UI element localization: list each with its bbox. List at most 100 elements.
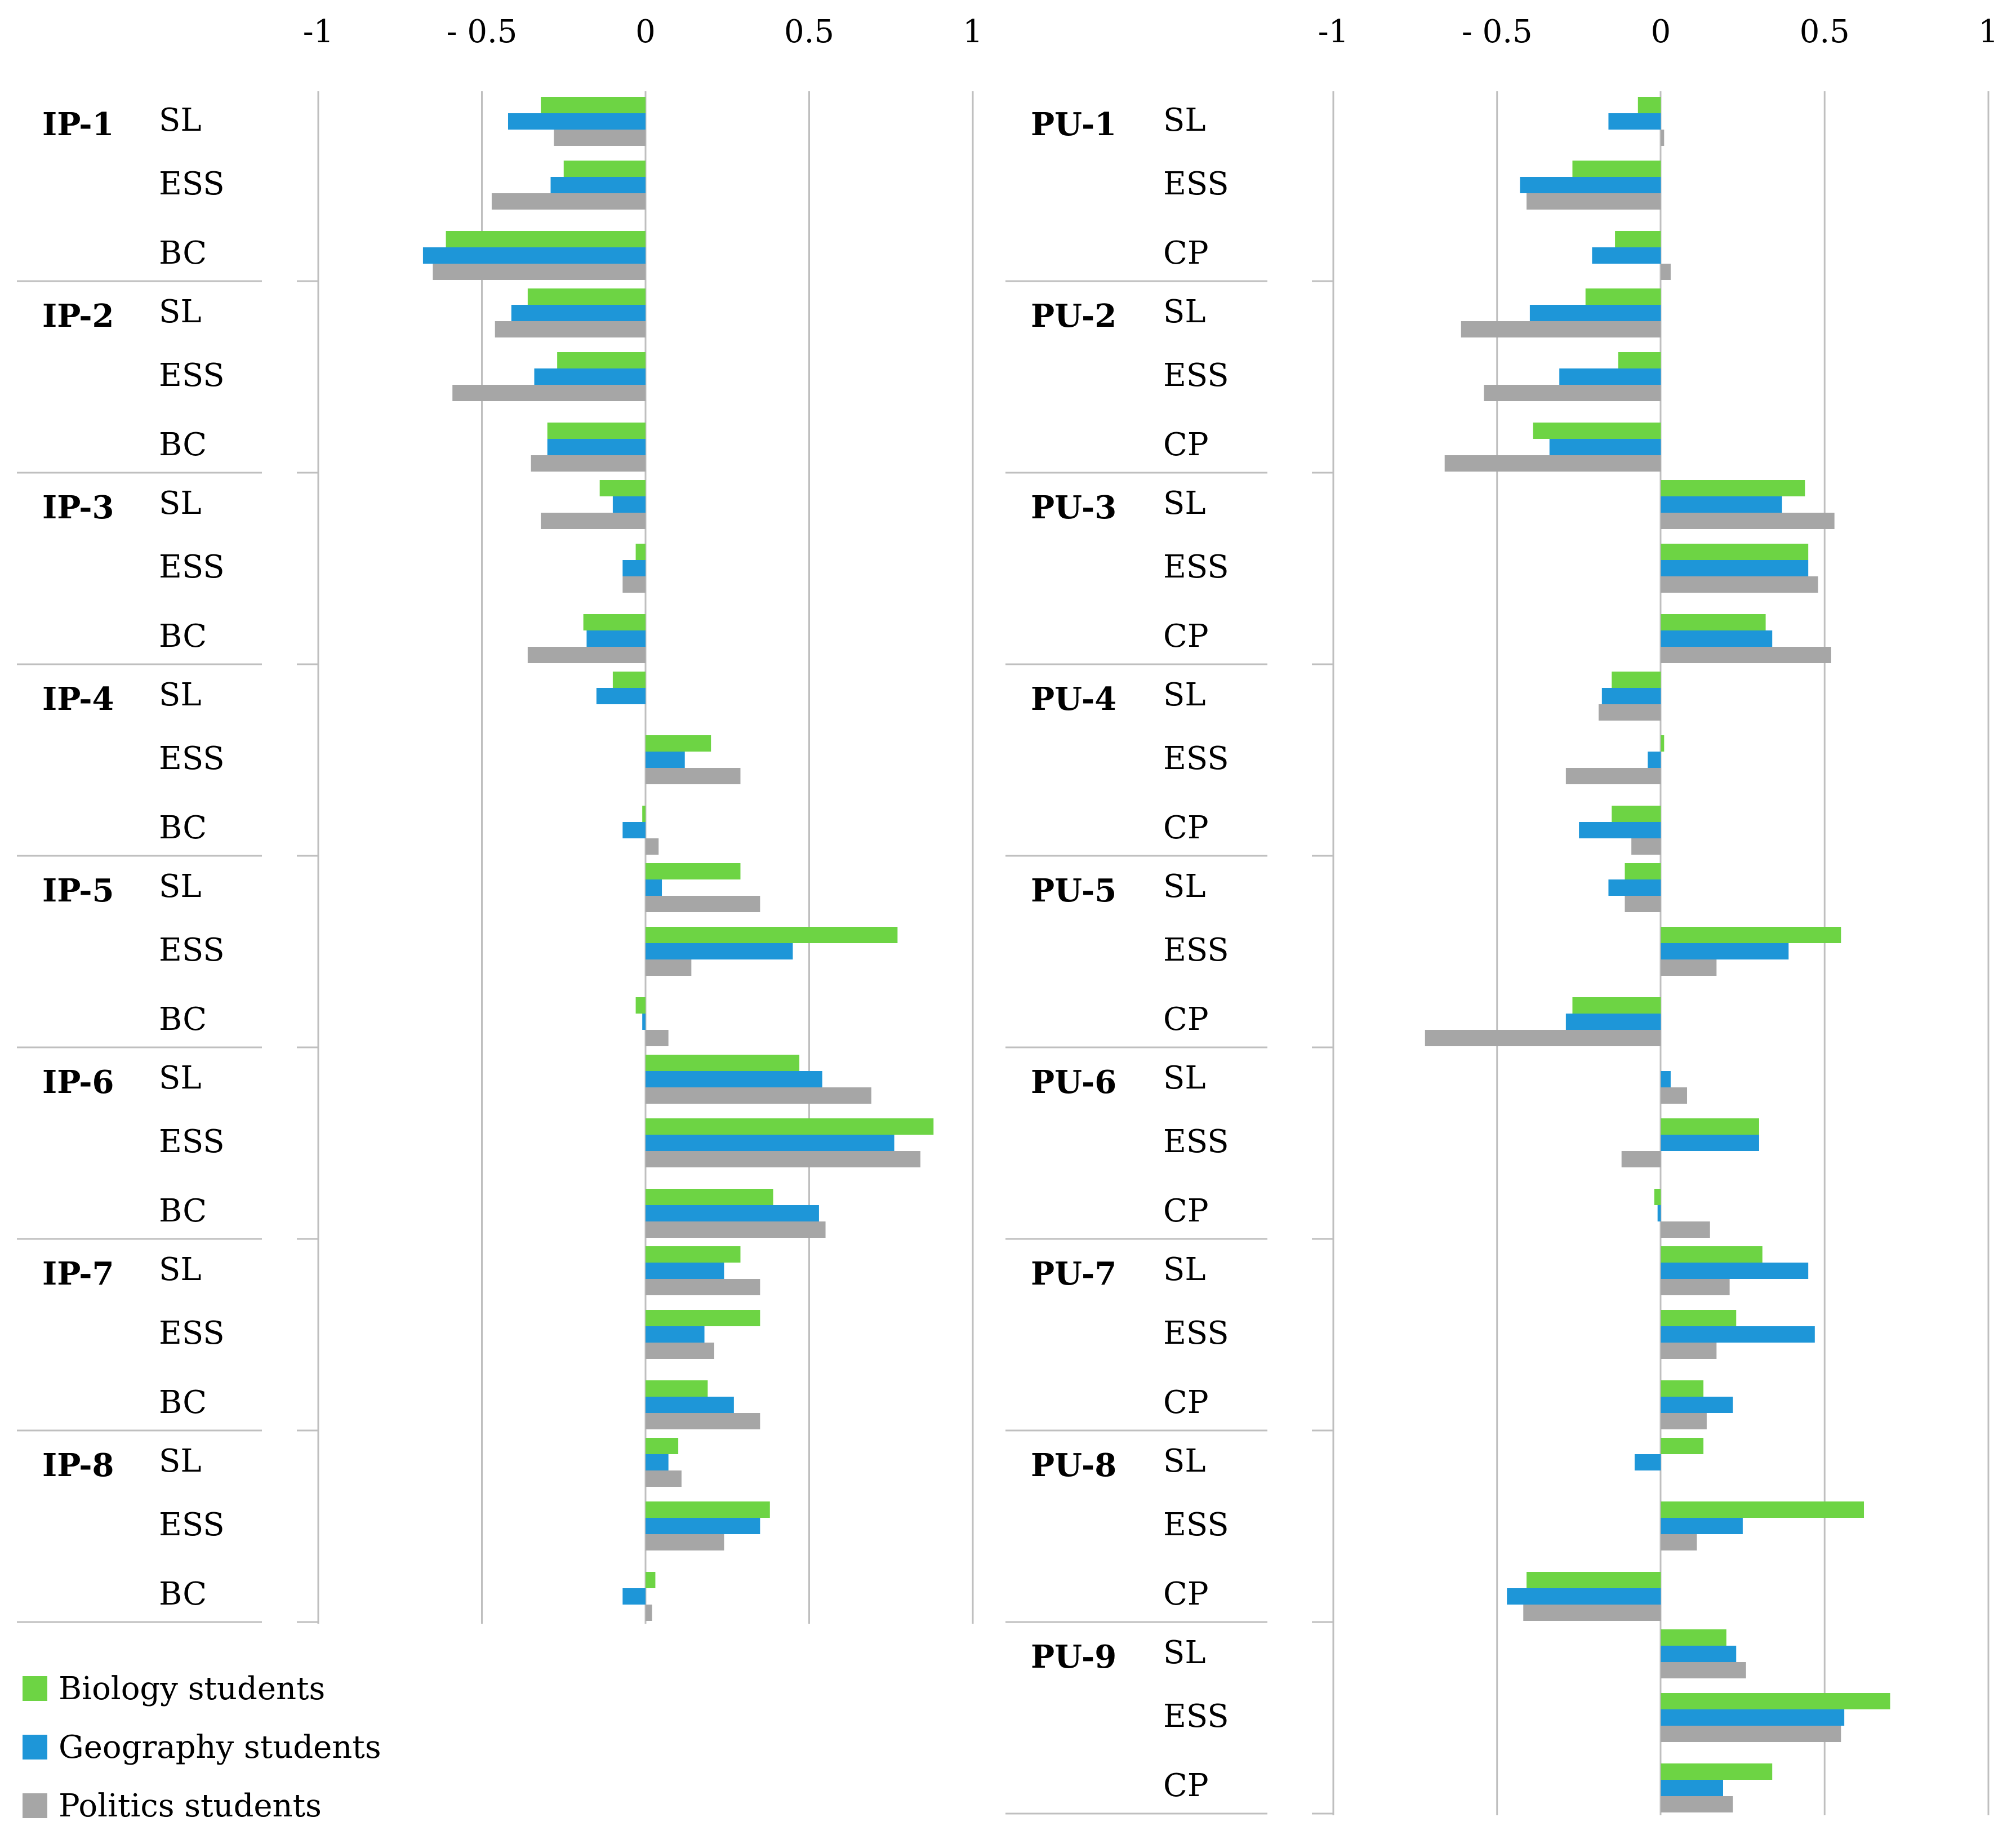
pu-tick-label-1: - 0.5 bbox=[1462, 14, 1533, 50]
bar-ip-5-sl-geography bbox=[646, 879, 662, 896]
bar-ip-5-sl-politics bbox=[646, 896, 760, 912]
bar-pu-5-cp-geography bbox=[1565, 1014, 1661, 1030]
item-label-pu-7-cp: CP bbox=[1163, 1384, 1209, 1421]
pu-tick-label-2: 0 bbox=[1651, 14, 1671, 50]
bar-pu-7-cp-biology bbox=[1661, 1380, 1704, 1397]
bar-ip-3-ess-politics bbox=[622, 576, 646, 593]
bar-pu-8-cp-biology bbox=[1527, 1572, 1661, 1588]
bar-pu-3-cp-politics bbox=[1661, 647, 1831, 663]
ip-tick-label-2: 0 bbox=[635, 14, 656, 50]
group-label-pu-2: PU-2 bbox=[1031, 297, 1116, 335]
bar-pu-7-ess-biology bbox=[1661, 1310, 1737, 1326]
bar-pu-2-ess-politics bbox=[1484, 385, 1661, 401]
item-label-pu-2-cp: CP bbox=[1163, 426, 1209, 463]
bar-ip-4-bc-geography bbox=[622, 822, 646, 838]
bar-ip-5-ess-biology bbox=[646, 927, 898, 943]
item-label-ip-8-sl: SL bbox=[159, 1443, 202, 1479]
bar-pu-2-cp-politics bbox=[1444, 455, 1661, 472]
legend-swatch-biology bbox=[23, 1676, 47, 1701]
group-label-ip-1: IP-1 bbox=[42, 106, 114, 143]
item-label-ip-2-ess: ESS bbox=[159, 357, 225, 394]
bar-ip-2-sl-politics bbox=[495, 321, 646, 337]
legend-item-biology: Biology students bbox=[23, 1659, 381, 1718]
item-label-pu-6-cp: CP bbox=[1163, 1193, 1209, 1229]
bar-ip-7-ess-geography bbox=[646, 1326, 705, 1343]
bar-pu-7-sl-geography bbox=[1661, 1263, 1809, 1279]
pu-tick-label-4: 1 bbox=[1978, 14, 1999, 50]
bar-pu-6-ess-biology bbox=[1661, 1118, 1759, 1135]
bar-ip-6-bc-politics bbox=[646, 1221, 826, 1238]
bar-ip-3-bc-politics bbox=[527, 647, 646, 663]
bar-ip-2-bc-biology bbox=[547, 423, 646, 439]
group-label-pu-5: PU-5 bbox=[1031, 872, 1116, 909]
bar-ip-8-ess-biology bbox=[646, 1501, 770, 1518]
item-label-ip-5-sl: SL bbox=[159, 868, 202, 905]
bar-pu-9-ess-politics bbox=[1661, 1726, 1841, 1742]
legend-item-geography: Geography students bbox=[23, 1718, 381, 1776]
bar-pu-4-sl-politics bbox=[1599, 704, 1661, 721]
bar-ip-5-sl-biology bbox=[646, 863, 741, 879]
ip-tick-label-3: 0.5 bbox=[784, 14, 834, 50]
bar-pu-1-cp-biology bbox=[1615, 231, 1661, 247]
bar-pu-6-sl-geography bbox=[1661, 1071, 1671, 1087]
legend: Biology students Geography students Poli… bbox=[23, 1659, 381, 1835]
bar-ip-4-sl-biology bbox=[612, 672, 646, 688]
pu-tick-label-3: 0.5 bbox=[1800, 14, 1850, 50]
bar-pu-5-ess-geography bbox=[1661, 943, 1789, 959]
bar-pu-4-ess-biology bbox=[1661, 735, 1665, 752]
item-label-pu-4-cp: CP bbox=[1163, 810, 1209, 846]
bar-ip-7-sl-biology bbox=[646, 1246, 741, 1263]
bar-ip-2-ess-politics bbox=[452, 385, 646, 401]
item-label-ip-7-bc: BC bbox=[159, 1384, 207, 1421]
item-label-pu-8-sl: SL bbox=[1163, 1443, 1206, 1479]
bar-pu-1-sl-geography bbox=[1608, 113, 1661, 130]
bar-pu-5-ess-politics bbox=[1661, 959, 1717, 976]
bar-ip-7-sl-politics bbox=[646, 1279, 760, 1295]
bar-ip-4-sl-geography bbox=[596, 688, 646, 704]
bar-pu-7-ess-geography bbox=[1661, 1326, 1815, 1343]
bar-ip-7-bc-geography bbox=[646, 1397, 734, 1413]
bar-pu-3-sl-politics bbox=[1661, 513, 1835, 529]
item-label-ip-6-bc: BC bbox=[159, 1193, 207, 1229]
bar-pu-8-sl-biology bbox=[1661, 1438, 1704, 1454]
bar-ip-3-bc-biology bbox=[583, 614, 646, 630]
ip-tick-label-0: -1 bbox=[303, 14, 334, 50]
bar-pu-8-ess-biology bbox=[1661, 1501, 1864, 1518]
bar-pu-4-ess-politics bbox=[1565, 768, 1661, 784]
item-label-ip-7-sl: SL bbox=[159, 1251, 202, 1288]
ip-tick-label-4: 1 bbox=[963, 14, 983, 50]
item-label-ip-4-ess: ESS bbox=[159, 740, 225, 777]
bar-pu-4-ess-geography bbox=[1648, 752, 1661, 768]
legend-label-politics: Politics students bbox=[59, 1787, 322, 1824]
bar-pu-8-ess-geography bbox=[1661, 1518, 1743, 1534]
bar-pu-4-sl-geography bbox=[1601, 688, 1661, 704]
group-label-ip-5: IP-5 bbox=[42, 872, 114, 909]
bar-ip-4-ess-biology bbox=[646, 735, 711, 752]
group-label-ip-8: IP-8 bbox=[42, 1447, 114, 1484]
group-label-ip-6: IP-6 bbox=[42, 1064, 114, 1101]
item-label-pu-5-sl: SL bbox=[1163, 868, 1206, 905]
group-label-pu-8: PU-8 bbox=[1031, 1447, 1116, 1484]
bar-pu-5-cp-politics bbox=[1425, 1030, 1661, 1046]
bar-ip-8-sl-geography bbox=[646, 1454, 669, 1470]
bar-pu-8-sl-geography bbox=[1634, 1454, 1661, 1470]
item-label-ip-4-bc: BC bbox=[159, 810, 207, 846]
item-label-pu-1-ess: ESS bbox=[1163, 166, 1229, 202]
bar-ip-1-bc-biology bbox=[446, 231, 646, 247]
bar-ip-3-sl-geography bbox=[612, 496, 646, 513]
bar-pu-1-cp-geography bbox=[1592, 247, 1661, 264]
bar-pu-7-sl-biology bbox=[1661, 1246, 1763, 1263]
bar-ip-8-bc-geography bbox=[622, 1588, 646, 1605]
group-label-ip-2: IP-2 bbox=[42, 297, 114, 335]
item-label-ip-5-bc: BC bbox=[159, 1001, 207, 1038]
bar-ip-2-ess-geography bbox=[534, 368, 646, 385]
bar-ip-6-ess-geography bbox=[646, 1135, 894, 1151]
bar-ip-8-ess-geography bbox=[646, 1518, 760, 1534]
bar-pu-9-cp-biology bbox=[1661, 1763, 1773, 1780]
item-label-ip-6-sl: SL bbox=[159, 1060, 202, 1096]
item-label-ip-8-bc: BC bbox=[159, 1576, 207, 1612]
bar-pu-9-sl-biology bbox=[1661, 1629, 1726, 1646]
bar-pu-3-sl-biology bbox=[1661, 480, 1805, 496]
bar-ip-7-bc-politics bbox=[646, 1413, 760, 1429]
